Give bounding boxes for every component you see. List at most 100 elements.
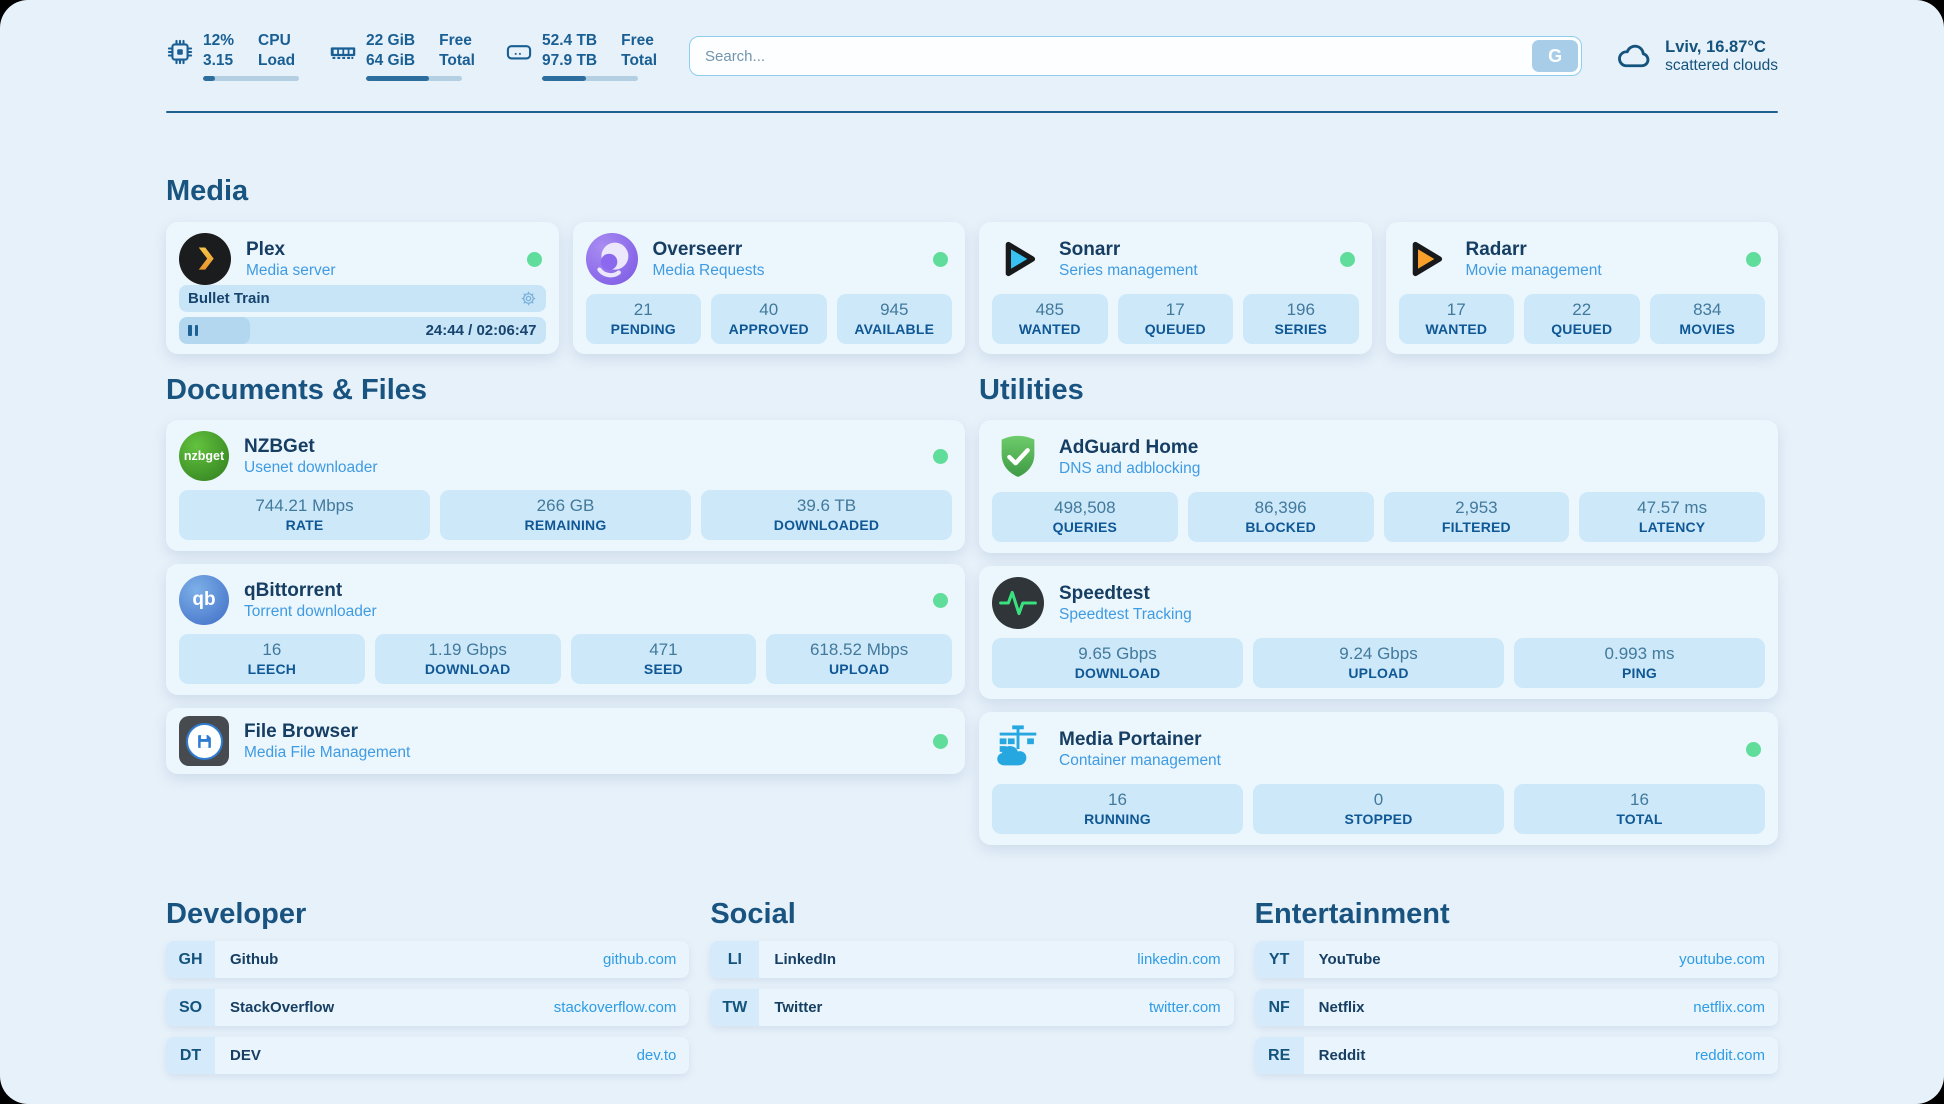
disk-free-label: Free — [621, 31, 654, 49]
app-title: qBittorrent — [244, 579, 343, 601]
disk-free-value: 52.4 TB — [541, 31, 598, 49]
app-card-overseerr[interactable]: Overseerr Media Requests 21 PENDING 40 A… — [572, 222, 965, 354]
app-subtitle: Movie management — [1465, 261, 1602, 279]
app-subtitle: Torrent downloader — [244, 602, 377, 620]
bookmark-reddit[interactable]: RE Reddit reddit.com — [1254, 1037, 1778, 1074]
bookmark-dev[interactable]: DT DEV dev.to — [166, 1037, 690, 1074]
search-bar: G — [689, 36, 1583, 76]
bookmark-url: netflix.com — [1693, 999, 1765, 1016]
bookmark-abbr: DT — [166, 1037, 215, 1074]
system-stats: 12% 3.15 CPU Load — [166, 31, 657, 82]
speedtest-icon — [992, 577, 1044, 629]
app-card-adguard[interactable]: AdGuard Home DNS and adblocking 498,508 … — [979, 420, 1778, 553]
bookmark-name: Netflix — [1318, 999, 1365, 1016]
plex-icon — [179, 233, 231, 285]
bookmark-name: Github — [230, 951, 279, 968]
disk-total-value: 97.9 TB — [541, 52, 598, 69]
app-card-radarr[interactable]: Radarr Movie management 17 WANTED 22 QUE… — [1385, 222, 1778, 354]
gear-icon[interactable] — [520, 290, 537, 307]
stat-download: 1.19 Gbps DOWNLOAD — [374, 634, 561, 684]
cpu-usage-value: 12% — [203, 31, 235, 49]
stat-stopped: 0 STOPPED — [1253, 784, 1504, 834]
bookmark-youtube[interactable]: YT YouTube youtube.com — [1254, 941, 1778, 978]
status-dot — [526, 251, 542, 267]
stat-rate: 744.21 Mbps RATE — [179, 490, 430, 540]
cpu-progress-bar — [203, 76, 299, 82]
ram-free-label: Free — [439, 31, 472, 49]
bookmark-abbr: TW — [710, 989, 760, 1026]
now-playing-row: Bullet Train — [179, 285, 546, 312]
cpu-usage-label: CPU — [258, 31, 291, 49]
bookmark-url: youtube.com — [1679, 951, 1765, 968]
cpu-stat-widget: 12% 3.15 CPU Load — [166, 31, 299, 82]
stat-filtered: 2,953 FILTERED — [1383, 492, 1570, 542]
bookmark-abbr: LI — [710, 941, 760, 978]
section-developer: Developer GH Github github.com SO StackO… — [166, 898, 690, 1074]
weather-location-temp: Lviv, 16.87°C — [1665, 37, 1766, 56]
section-documents: Documents & Files nzbget NZBGet Usenet d… — [166, 374, 965, 774]
ram-progress-bar — [366, 76, 462, 82]
disk-stat-widget: 52.4 TB 97.9 TB Free Total — [505, 31, 657, 82]
bookmark-abbr: GH — [166, 941, 215, 978]
app-title: File Browser — [244, 720, 359, 742]
stat-leech: 16 LEECH — [179, 634, 365, 684]
overseerr-icon — [585, 233, 638, 285]
app-card-qbittorrent[interactable]: qb qBittorrent Torrent downloader 16 LEE… — [166, 564, 965, 695]
sonarr-icon — [992, 233, 1044, 285]
status-dot — [933, 251, 948, 267]
app-card-sonarr[interactable]: Sonarr Series management 485 WANTED 17 Q… — [979, 222, 1372, 354]
status-dot — [933, 448, 948, 464]
stat-remaining: 266 GB REMAINING — [440, 490, 691, 540]
stat-available: 945 AVAILABLE — [836, 294, 952, 344]
disk-progress-fill — [541, 76, 587, 82]
app-subtitle: Usenet downloader — [244, 458, 378, 476]
stat-wanted: 17 WANTED — [1398, 294, 1514, 344]
bookmark-stackoverflow[interactable]: SO StackOverflow stackoverflow.com — [166, 989, 690, 1026]
app-title: Overseerr — [652, 238, 743, 260]
filebrowser-icon — [179, 716, 229, 766]
disk-progress-bar — [541, 76, 638, 82]
stat-approved: 40 APPROVED — [711, 294, 827, 344]
stat-wanted: 485 WANTED — [992, 294, 1108, 344]
stat-running: 16 RUNNING — [992, 784, 1243, 834]
stat-queries: 498,508 QUERIES — [992, 492, 1178, 542]
weather-widget: Lviv, 16.87°C scattered clouds — [1616, 38, 1778, 75]
app-card-nzbget[interactable]: nzbget NZBGet Usenet downloader 744.21 M… — [166, 420, 965, 551]
bookmark-netflix[interactable]: NF Netflix netflix.com — [1254, 989, 1778, 1026]
stat-downloaded: 39.6 TB DOWNLOADED — [701, 490, 952, 540]
app-subtitle: Media server — [246, 261, 336, 279]
ram-total-value: 64 GiB — [366, 52, 416, 69]
bookmark-linkedin[interactable]: LI LinkedIn linkedin.com — [710, 941, 1234, 978]
header-divider — [166, 111, 1778, 113]
bookmark-url: github.com — [602, 951, 677, 968]
weather-condition: scattered clouds — [1665, 56, 1778, 74]
bookmark-github[interactable]: GH Github github.com — [166, 941, 690, 978]
app-title: Plex — [246, 238, 286, 260]
app-card-filebrowser[interactable]: File Browser Media File Management — [166, 708, 965, 774]
stat-latency: 47.57 ms LATENCY — [1579, 492, 1765, 542]
playback-time: 24:44 / 02:06:47 — [425, 322, 537, 339]
cloud-icon — [1616, 38, 1652, 74]
bookmark-twitter[interactable]: TW Twitter twitter.com — [710, 989, 1234, 1026]
bookmark-name: StackOverflow — [230, 999, 335, 1016]
bookmark-name: DEV — [230, 1047, 261, 1064]
section-heading-media: Media — [166, 175, 249, 207]
status-dot — [1339, 251, 1355, 267]
app-subtitle: DNS and adblocking — [1059, 459, 1201, 477]
app-subtitle: Series management — [1059, 261, 1198, 279]
stat-seed: 471 SEED — [570, 634, 757, 684]
section-heading-utilities: Utilities — [979, 374, 1084, 406]
pause-icon[interactable] — [188, 325, 198, 336]
playback-progress-bar: 24:44 / 02:06:47 — [179, 317, 546, 344]
search-engine-button[interactable]: G — [1532, 40, 1579, 72]
section-heading-social: Social — [710, 898, 796, 930]
search-input[interactable] — [689, 36, 1583, 76]
bookmark-url: linkedin.com — [1137, 951, 1221, 968]
app-card-speedtest[interactable]: Speedtest Speedtest Tracking 9.65 Gbps D… — [979, 566, 1778, 699]
app-card-plex[interactable]: Plex Media server Bullet Train — [166, 222, 559, 354]
app-card-portainer[interactable]: Media Portainer Container management 16 … — [979, 712, 1778, 845]
section-media: Media Plex Media server — [166, 175, 1778, 354]
status-dot — [933, 733, 948, 749]
adguard-icon — [992, 431, 1044, 483]
